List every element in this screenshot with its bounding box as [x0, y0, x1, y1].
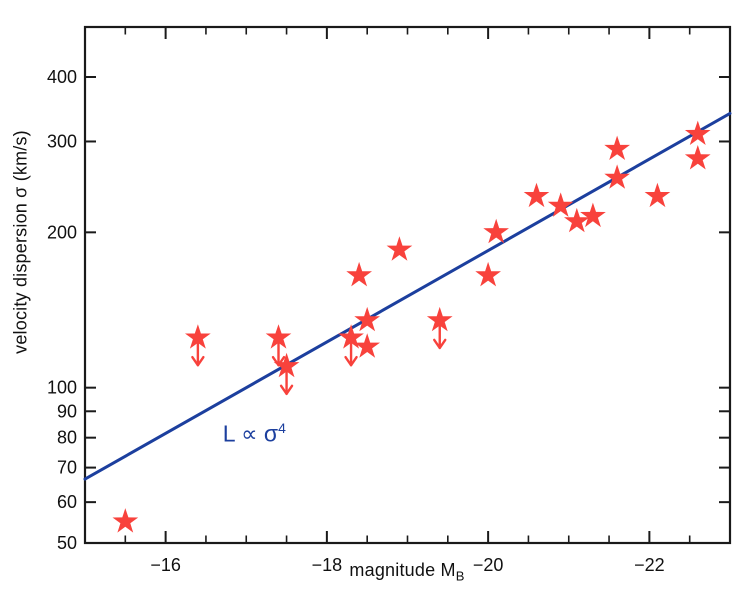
- x-tick-label: −22: [634, 555, 665, 575]
- upper-limit-arrowhead: [196, 355, 205, 367]
- y-tick-label: 50: [57, 533, 77, 553]
- star-marker: [604, 164, 630, 189]
- fit-line: [83, 111, 732, 481]
- star-marker: [580, 202, 606, 228]
- star-marker: [483, 218, 509, 244]
- x-axis-label-subscript: B: [455, 568, 465, 584]
- star-marker: [112, 508, 139, 533]
- x-tick-label: −18: [312, 555, 343, 575]
- y-tick-label: 100: [47, 378, 77, 398]
- star-marker: [684, 120, 711, 145]
- star-marker: [265, 324, 292, 349]
- star-marker: [426, 306, 453, 332]
- fit-line-label-text: L ∝ σ: [222, 420, 279, 446]
- upper-limit-arrowhead: [349, 355, 358, 367]
- star-marker: [346, 261, 372, 287]
- y-axis-label: velocity dispersion σ (km/s): [10, 130, 31, 354]
- y-tick-label: 70: [57, 458, 77, 478]
- star-marker: [475, 261, 501, 287]
- star-marker: [386, 236, 413, 261]
- fit-line-label-exponent: 4: [278, 419, 286, 436]
- star-marker: [684, 145, 711, 170]
- upper-limit-arrowhead: [285, 384, 294, 396]
- star-marker: [644, 182, 671, 208]
- star-marker: [273, 352, 300, 378]
- y-tick-label: 300: [47, 131, 77, 151]
- y-tick-label: 200: [47, 222, 77, 242]
- y-tick-label: 60: [57, 492, 77, 512]
- star-marker: [523, 182, 550, 208]
- upper-limit-arrowhead: [191, 355, 200, 367]
- upper-limit-arrowhead: [438, 338, 447, 350]
- upper-limit-arrowhead: [433, 338, 441, 350]
- fit-line-label: L ∝ σ4: [223, 420, 286, 447]
- upper-limit-arrowhead: [279, 384, 288, 396]
- x-tick-label: −16: [150, 555, 181, 575]
- star-marker: [338, 324, 364, 349]
- x-tick-label: −20: [473, 555, 504, 575]
- y-tick-label: 80: [57, 428, 77, 448]
- x-axis-label-text: magnitude M: [349, 560, 456, 580]
- star-marker: [564, 207, 590, 233]
- star-marker: [604, 135, 630, 160]
- star-marker: [185, 324, 211, 349]
- plot-frame: [83, 25, 732, 545]
- star-marker: [354, 333, 380, 358]
- star-marker: [354, 306, 380, 332]
- y-tick-label: 90: [57, 401, 77, 421]
- upper-limit-arrowhead: [344, 355, 353, 367]
- y-tick-label: 400: [47, 67, 77, 87]
- x-axis-label: magnitude MB: [349, 560, 465, 584]
- star-marker: [547, 192, 574, 217]
